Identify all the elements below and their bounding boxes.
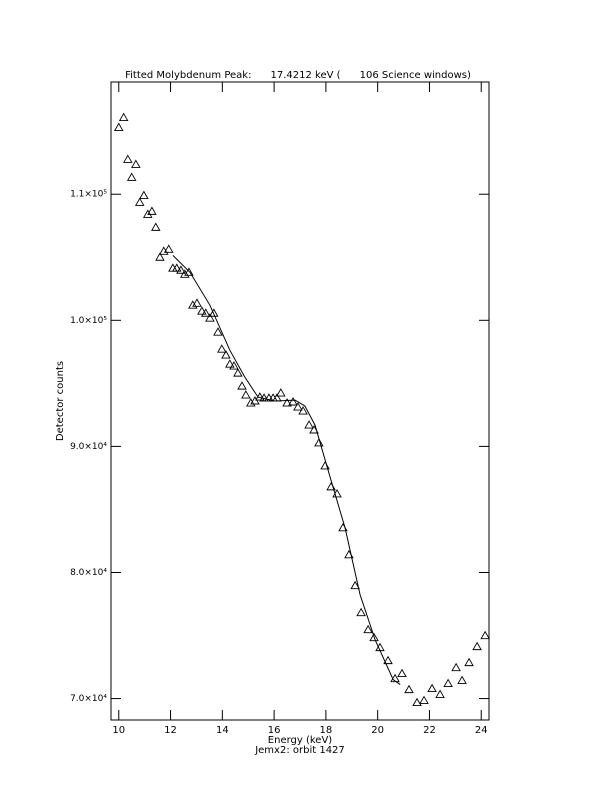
data-point bbox=[142, 209, 153, 218]
data-point bbox=[184, 267, 194, 276]
data-point bbox=[180, 269, 190, 278]
data-point bbox=[451, 662, 461, 672]
data-point bbox=[314, 438, 324, 447]
fit-line bbox=[172, 255, 401, 685]
plot-frame bbox=[110, 81, 490, 721]
data-point bbox=[155, 252, 165, 261]
data-point bbox=[188, 300, 198, 309]
data-point bbox=[457, 675, 467, 684]
data-point bbox=[356, 607, 366, 617]
data-point bbox=[404, 684, 414, 694]
data-point bbox=[427, 683, 437, 693]
data-point bbox=[205, 313, 215, 322]
data-point bbox=[217, 344, 227, 353]
data-point bbox=[221, 350, 231, 359]
data-point bbox=[237, 381, 247, 390]
x-tick-label: 10 bbox=[112, 725, 125, 736]
x-tick-label: 18 bbox=[320, 725, 333, 736]
y-tick-label: 7.0×10⁴ bbox=[70, 694, 107, 704]
data-point bbox=[480, 630, 490, 640]
data-point bbox=[213, 327, 223, 336]
data-point bbox=[113, 122, 124, 131]
x-tick-label: 14 bbox=[216, 725, 229, 736]
data-point bbox=[118, 112, 129, 122]
x-axis-label: Energy (keV) bbox=[268, 735, 333, 746]
data-point bbox=[383, 655, 393, 665]
data-point bbox=[241, 390, 251, 399]
data-point bbox=[163, 244, 174, 253]
data-point bbox=[288, 397, 298, 406]
data-point bbox=[412, 697, 422, 707]
data-point bbox=[225, 359, 235, 368]
y-tick-label: 1.1×10⁵ bbox=[70, 190, 107, 200]
data-point bbox=[229, 361, 239, 370]
data-point bbox=[435, 689, 445, 698]
data-point bbox=[369, 632, 379, 642]
data-point bbox=[139, 190, 149, 199]
data-point bbox=[126, 172, 137, 181]
y-tick-label: 8.0×10⁴ bbox=[70, 568, 107, 578]
data-point bbox=[131, 159, 141, 168]
data-point bbox=[123, 154, 133, 163]
chart-title: Fitted Molybdenum Peak: 17.4212 keV ( 10… bbox=[125, 70, 471, 81]
data-point bbox=[419, 695, 429, 705]
data-point bbox=[363, 624, 373, 634]
data-point bbox=[197, 306, 207, 315]
y-tick-label: 1.0×10⁵ bbox=[70, 316, 107, 326]
x-tick-label: 12 bbox=[164, 725, 177, 736]
x-tick-label: 22 bbox=[423, 725, 436, 736]
y-tick-label: 9.0×10⁴ bbox=[70, 442, 107, 452]
x-tick-label: 16 bbox=[268, 725, 281, 736]
data-point bbox=[304, 420, 314, 429]
data-point bbox=[246, 398, 256, 407]
x-tick-label: 24 bbox=[475, 725, 488, 736]
data-point bbox=[176, 265, 186, 274]
data-point bbox=[151, 222, 161, 231]
data-point bbox=[293, 402, 303, 411]
data-point bbox=[171, 263, 182, 272]
data-point bbox=[464, 657, 474, 667]
data-point bbox=[298, 406, 308, 415]
data-point bbox=[233, 368, 243, 377]
data-point bbox=[443, 678, 453, 688]
data-point bbox=[282, 398, 292, 407]
data-point bbox=[397, 668, 407, 678]
data-point bbox=[350, 580, 360, 590]
data-point bbox=[192, 298, 202, 307]
data-point bbox=[147, 206, 157, 215]
y-axis-label: Detector counts bbox=[55, 361, 66, 441]
x-tick-label: 20 bbox=[371, 725, 384, 736]
data-point bbox=[134, 197, 145, 206]
data-point bbox=[472, 641, 482, 651]
subtitle: Jemx2: orbit 1427 bbox=[254, 745, 345, 756]
data-point bbox=[276, 388, 286, 397]
data-point bbox=[209, 308, 219, 317]
data-point bbox=[200, 308, 211, 317]
